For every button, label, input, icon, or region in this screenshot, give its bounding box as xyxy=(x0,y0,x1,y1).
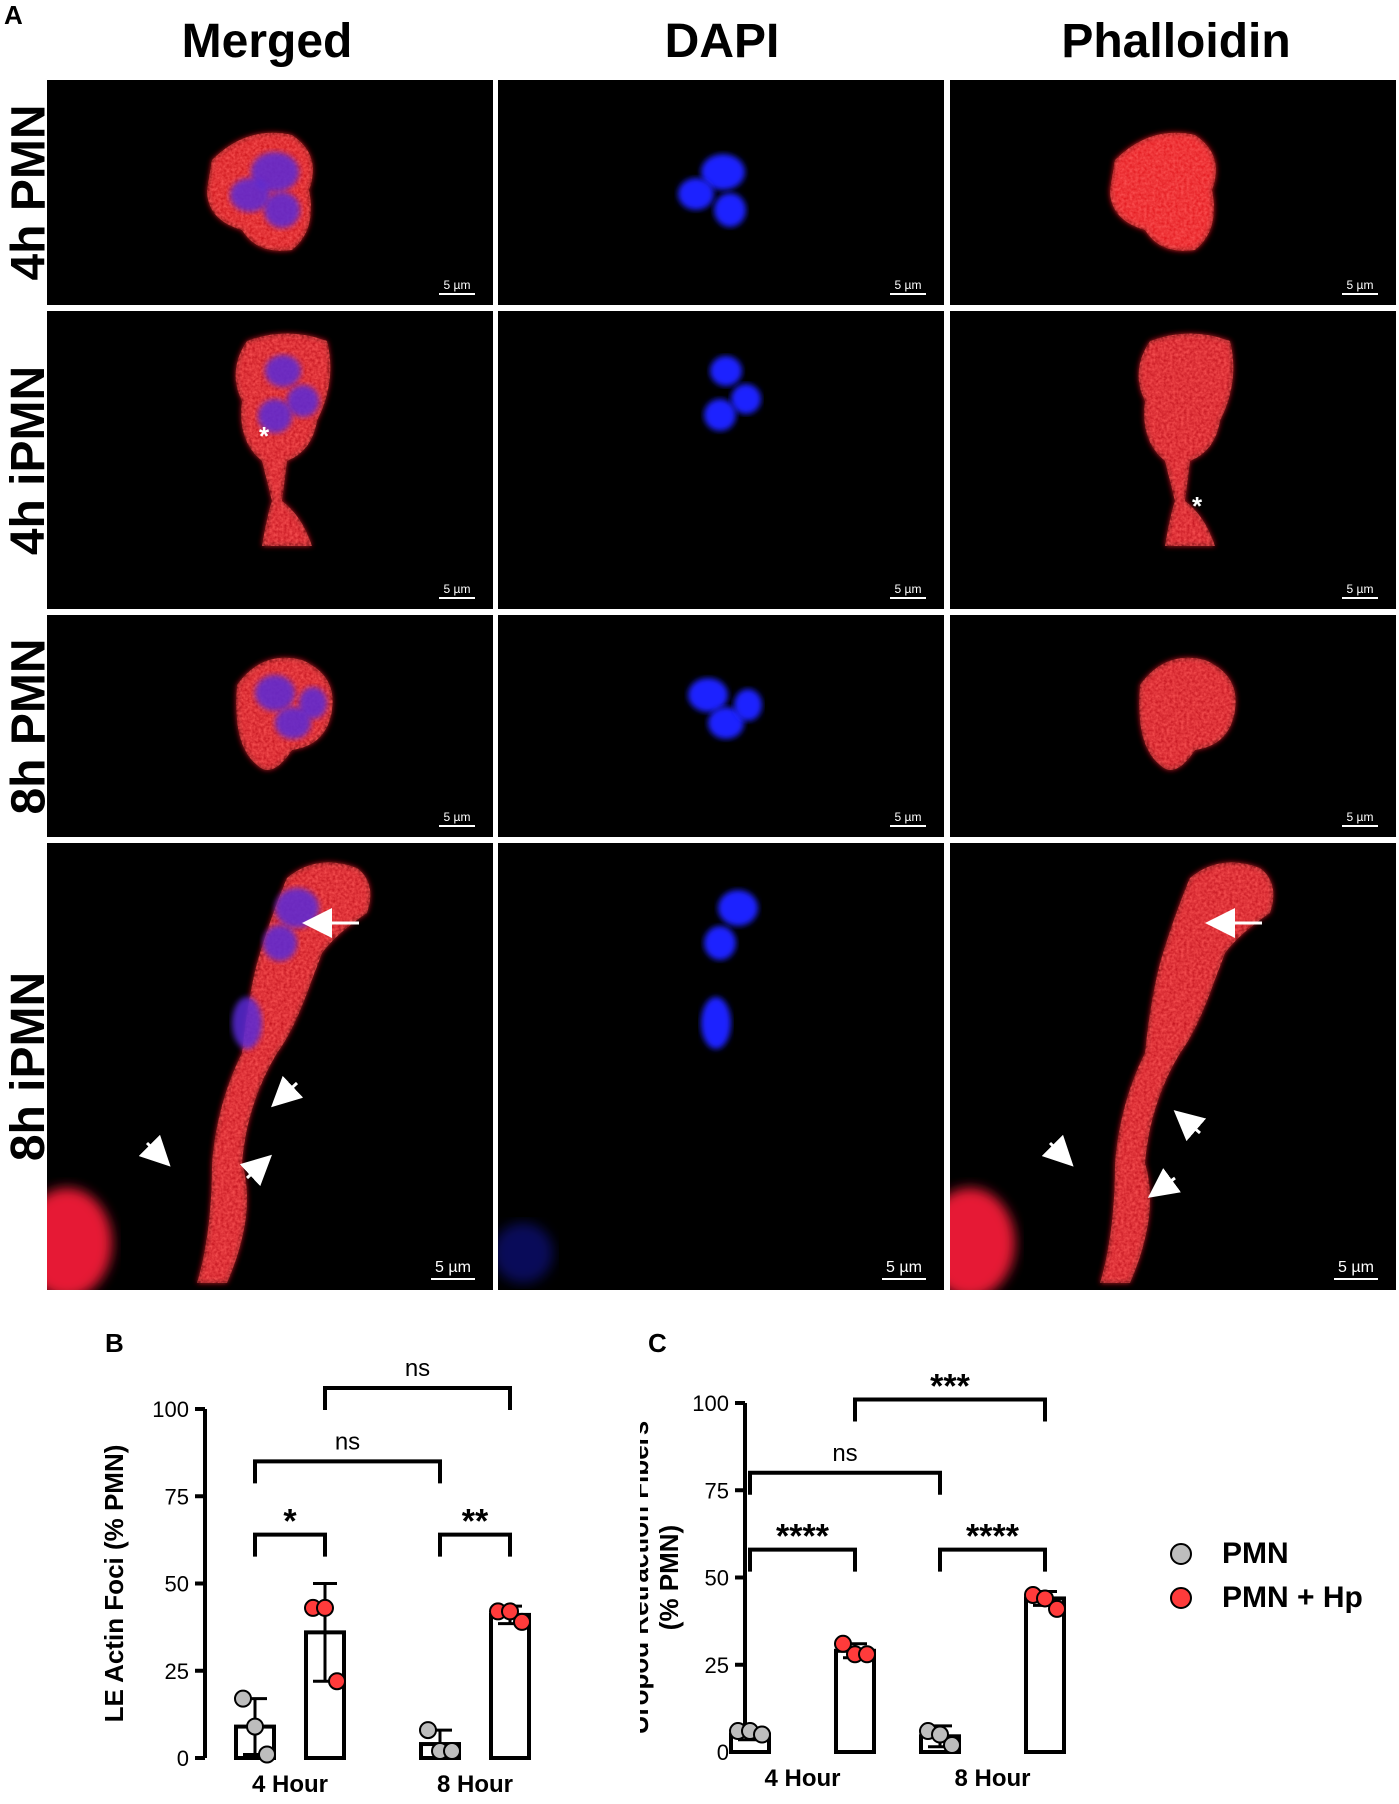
data-point xyxy=(234,1689,252,1708)
significance-label: *** xyxy=(930,1368,970,1406)
data-point xyxy=(328,1672,346,1691)
significance-bracket xyxy=(748,1470,942,1495)
micrograph-8h-pmn-dapi: 5 µm xyxy=(498,615,944,837)
y-tick-label: 100 xyxy=(692,1391,729,1416)
legend-marker-pmn-hp xyxy=(1170,1587,1192,1609)
significance-label: ns xyxy=(335,1428,360,1455)
scale-bar: 5 µm xyxy=(431,1259,475,1280)
data-point xyxy=(246,1717,264,1736)
y-axis-label: Uropod Retraction Fibers xyxy=(640,1421,654,1734)
micrograph-8h-pmn-merged: 5 µm xyxy=(47,615,493,837)
bar-pmnhp xyxy=(489,1612,531,1760)
significance-bracket xyxy=(253,1459,442,1484)
significance-label: **** xyxy=(776,1518,830,1556)
micrograph-4h-pmn-dapi: 5 µm xyxy=(498,80,944,305)
micrograph-8h-ipmn-phalloidin: 5 µm xyxy=(950,843,1396,1290)
micrograph-8h-ipmn-dapi: 5 µm xyxy=(498,843,944,1290)
data-point xyxy=(513,1612,531,1631)
chart-le-actin-foci: 0 25 50 75 100 LE Actin Foci (% PMN) 4 Hour 8 H… xyxy=(100,1355,531,1798)
micrograph-8h-ipmn-merged: 5 µm xyxy=(47,843,493,1290)
micrograph-4h-ipmn-dapi: 5 µm xyxy=(498,311,944,609)
scale-bar: 5 µm xyxy=(439,810,475,827)
legend-item-pmn: PMN xyxy=(1170,1532,1363,1576)
significance-bracket xyxy=(853,1397,1047,1422)
y-tick-label: 0 xyxy=(177,1746,189,1771)
data-point xyxy=(858,1645,876,1664)
data-point xyxy=(258,1745,276,1764)
micrograph-4h-ipmn-phalloidin: * 5 µm xyxy=(950,311,1396,609)
data-point xyxy=(1048,1599,1066,1618)
asterisk-annotation: * xyxy=(259,421,270,451)
significance-bracket xyxy=(253,1532,327,1557)
significance-bracket xyxy=(748,1547,857,1572)
scale-bar: 5 µm xyxy=(1342,278,1378,295)
legend-label: PMN xyxy=(1222,1537,1289,1570)
data-point xyxy=(834,1634,852,1653)
legend: PMN PMN + Hp xyxy=(1170,1532,1363,1620)
micrograph-4h-pmn-merged: 5 µm xyxy=(47,80,493,305)
significance-bracket xyxy=(938,1547,1047,1572)
scale-bar: 5 µm xyxy=(1334,1259,1378,1280)
significance-label: ns xyxy=(405,1355,430,1382)
y-tick-label: 25 xyxy=(705,1653,729,1678)
data-point xyxy=(443,1742,461,1761)
significance-label: **** xyxy=(966,1518,1020,1556)
column-header-phalloidin: Phalloidin xyxy=(1061,15,1291,68)
micrograph-8h-pmn-phalloidin: 5 µm xyxy=(950,615,1396,837)
bar-pmnhp xyxy=(834,1648,876,1755)
scale-bar: 5 µm xyxy=(439,582,475,599)
x-tick-label: 8 Hour xyxy=(437,1771,513,1798)
data-point xyxy=(943,1736,961,1755)
micrograph-4h-ipmn-merged: * 5 µm xyxy=(47,311,493,609)
panel-letter-c: C xyxy=(648,1328,667,1358)
x-tick-label: 4 Hour xyxy=(764,1765,840,1792)
data-point xyxy=(931,1725,949,1744)
data-point xyxy=(753,1725,771,1744)
significance-bracket xyxy=(323,1386,512,1411)
chart-uropod-retraction-fibers: 0 25 50 75 100 Uropod Retraction Fibers(% PMN… xyxy=(640,1368,1066,1792)
bar-pmnhp xyxy=(1024,1596,1066,1754)
y-tick-label: 75 xyxy=(165,1484,189,1509)
legend-marker-pmn xyxy=(1170,1543,1192,1565)
x-tick-label: 4 Hour xyxy=(252,1771,328,1798)
column-header-merged: Merged xyxy=(181,15,353,68)
data-point xyxy=(419,1721,437,1740)
data-point xyxy=(316,1598,334,1617)
significance-label: * xyxy=(283,1503,297,1541)
asterisk-annotation: * xyxy=(1192,491,1203,521)
scale-bar: 5 µm xyxy=(890,582,926,599)
micrograph-4h-pmn-phalloidin: 5 µm xyxy=(950,80,1396,305)
scale-bar: 5 µm xyxy=(439,278,475,295)
x-tick-label: 8 Hour xyxy=(954,1765,1030,1792)
y-axis-label: LE Actin Foci (% PMN) xyxy=(100,1445,129,1723)
data-point xyxy=(1036,1589,1054,1608)
significance-bracket xyxy=(438,1532,512,1557)
scale-bar: 5 µm xyxy=(890,278,926,295)
y-tick-label: 50 xyxy=(165,1572,189,1597)
y-tick-label: 0 xyxy=(717,1740,729,1765)
significance-label: ** xyxy=(462,1503,489,1541)
y-tick-label: 50 xyxy=(705,1566,729,1591)
scale-bar: 5 µm xyxy=(890,810,926,827)
panel-letter-a: A xyxy=(4,0,23,30)
data-point xyxy=(501,1602,519,1621)
y-tick-label: 100 xyxy=(152,1397,189,1422)
scale-bar: 5 µm xyxy=(1342,810,1378,827)
y-axis-label: (% PMN) xyxy=(654,1525,684,1630)
panel-letter-b: B xyxy=(105,1328,124,1358)
scale-bar: 5 µm xyxy=(882,1259,926,1280)
legend-label: PMN + Hp xyxy=(1222,1581,1363,1614)
y-tick-label: 25 xyxy=(165,1659,189,1684)
y-tick-label: 75 xyxy=(705,1478,729,1503)
significance-label: ns xyxy=(832,1440,857,1467)
scale-bar: 5 µm xyxy=(1342,582,1378,599)
legend-item-pmn-hp: PMN + Hp xyxy=(1170,1576,1363,1620)
column-header-dapi: DAPI xyxy=(664,15,780,68)
